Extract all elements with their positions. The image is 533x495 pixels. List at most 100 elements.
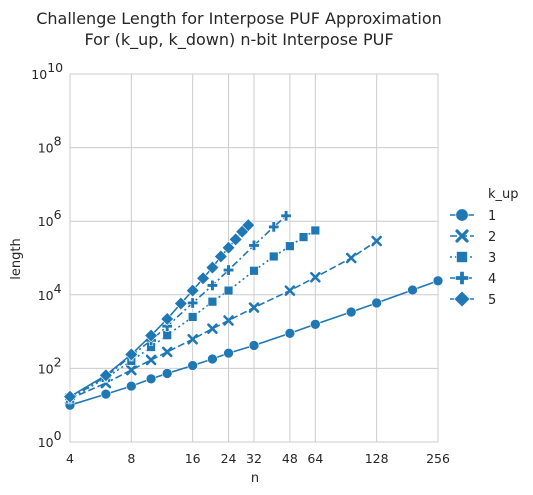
x-tick-label: 256 bbox=[426, 451, 450, 466]
data-point bbox=[187, 360, 198, 371]
data-point bbox=[161, 346, 173, 358]
legend-item: 3 bbox=[450, 251, 496, 266]
data-point bbox=[432, 275, 444, 287]
x-tick-label: 64 bbox=[307, 451, 323, 466]
y-tick-label: 10 bbox=[38, 141, 54, 156]
y-tick-label: 10 bbox=[31, 67, 47, 82]
data-point bbox=[99, 368, 113, 383]
data-point bbox=[223, 315, 234, 326]
data-point bbox=[174, 296, 188, 311]
data-point bbox=[310, 271, 321, 283]
data-point bbox=[63, 389, 77, 404]
y-tick-exponent: 10 bbox=[47, 60, 63, 75]
y-tick-exponent: 6 bbox=[54, 207, 62, 222]
x-tick-label: 32 bbox=[246, 451, 262, 466]
data-point bbox=[187, 333, 198, 345]
legend-item: 1 bbox=[450, 208, 496, 224]
y-tick-exponent: 8 bbox=[54, 134, 62, 149]
data-point bbox=[144, 328, 158, 343]
data-point bbox=[124, 347, 139, 362]
data-point bbox=[345, 306, 357, 318]
data-point bbox=[207, 323, 218, 334]
data-point bbox=[100, 388, 112, 400]
chart-title-line-1: Challenge Length for Interpose PUF Appro… bbox=[36, 9, 442, 28]
series-5 bbox=[63, 218, 256, 404]
plot-frame bbox=[69, 73, 439, 443]
data-point bbox=[285, 241, 295, 251]
legend-marker bbox=[455, 271, 469, 285]
y-tick-label: 10 bbox=[38, 361, 54, 376]
legend-item: 5 bbox=[450, 290, 496, 308]
legend-label: 5 bbox=[488, 293, 496, 308]
data-point bbox=[248, 239, 260, 251]
y-tick-label: 10 bbox=[38, 214, 54, 229]
data-point bbox=[310, 319, 321, 330]
data-point bbox=[268, 221, 280, 233]
data-point bbox=[284, 328, 296, 339]
data-point bbox=[145, 373, 157, 385]
x-tick-label: 16 bbox=[185, 451, 201, 466]
data-point bbox=[207, 353, 218, 365]
data-point bbox=[249, 266, 259, 276]
data-point bbox=[221, 240, 236, 255]
legend-marker bbox=[456, 251, 468, 263]
data-point bbox=[298, 232, 309, 242]
data-point bbox=[371, 235, 382, 247]
legend-label: 3 bbox=[488, 251, 496, 266]
x-axis-label: n bbox=[251, 471, 259, 486]
data-point bbox=[280, 210, 292, 222]
legend-label: 1 bbox=[488, 209, 496, 224]
grid bbox=[69, 73, 439, 443]
legend: k_up 1 2 3 4 5 bbox=[450, 187, 519, 308]
data-point bbox=[162, 330, 172, 340]
legend-marker bbox=[455, 208, 469, 222]
chart-title-line-2: For (k_up, k_down) n-bit Interpose PUF bbox=[84, 30, 393, 50]
data-point bbox=[345, 252, 357, 264]
data-point bbox=[248, 302, 260, 313]
legend-item: 2 bbox=[450, 229, 496, 245]
y-tick-label: 10 bbox=[38, 435, 54, 450]
data-point bbox=[126, 380, 137, 392]
legend-item: 4 bbox=[450, 271, 496, 287]
data-point bbox=[205, 260, 220, 275]
y-tick-exponent: 2 bbox=[54, 354, 62, 369]
data-point bbox=[310, 225, 321, 236]
legend-marker bbox=[453, 290, 471, 308]
data-point bbox=[185, 283, 200, 298]
y-tick-exponent: 0 bbox=[54, 428, 62, 443]
data-point bbox=[223, 285, 234, 296]
data-point bbox=[206, 279, 218, 291]
legend-label: 2 bbox=[488, 230, 496, 245]
data-point bbox=[161, 368, 173, 379]
series-2 bbox=[64, 235, 382, 404]
legend-label: 4 bbox=[488, 272, 496, 287]
data-point bbox=[269, 251, 279, 262]
legend-title: k_up bbox=[488, 187, 519, 202]
data-point bbox=[145, 354, 157, 366]
data-point bbox=[214, 249, 228, 264]
y-tick-exponent: 4 bbox=[54, 281, 62, 296]
y-tick-label: 10 bbox=[38, 288, 54, 303]
legend-marker bbox=[455, 229, 469, 243]
data-point bbox=[196, 271, 210, 286]
data-point bbox=[407, 284, 418, 296]
y-axis-label: length bbox=[9, 238, 24, 279]
data-point bbox=[223, 347, 234, 359]
x-tick-label: 128 bbox=[365, 451, 389, 466]
data-point bbox=[371, 297, 382, 309]
data-point bbox=[126, 364, 137, 376]
series-1 bbox=[64, 275, 444, 411]
data-point bbox=[241, 218, 256, 232]
x-tick-label: 8 bbox=[127, 451, 135, 466]
x-tick-label: 4 bbox=[66, 451, 74, 466]
plot-area bbox=[63, 210, 444, 411]
data-point bbox=[207, 296, 218, 307]
data-point bbox=[223, 264, 235, 276]
data-point bbox=[248, 340, 260, 351]
data-point bbox=[284, 285, 296, 296]
data-point bbox=[187, 312, 198, 322]
data-point bbox=[187, 297, 199, 309]
data-point bbox=[228, 232, 243, 247]
